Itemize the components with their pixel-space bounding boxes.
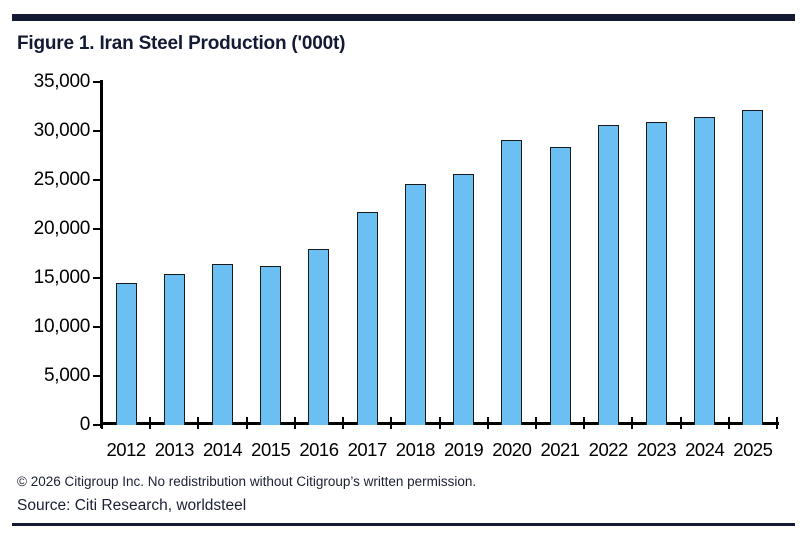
x-tick — [486, 417, 489, 429]
x-tick — [390, 417, 393, 429]
y-tick-label: 30,000 — [33, 120, 91, 141]
steel-production-bar-chart: 0 5,000 10,000 15,000 20,000 25,000 30,000 35,0… — [33, 71, 779, 460]
bar-2024 — [694, 117, 716, 425]
x-tick — [101, 417, 103, 429]
x-tick — [583, 417, 586, 429]
bar-2025 — [742, 110, 764, 425]
x-tick-label: 2023 — [636, 439, 677, 460]
x-tick-label: 2025 — [733, 439, 773, 460]
y-tick — [93, 325, 103, 329]
x-tick-label: 2019 — [444, 439, 484, 460]
x-tick — [438, 417, 441, 429]
bar-2021 — [549, 147, 571, 425]
x-tick-label: 2013 — [154, 439, 195, 460]
y-tick — [93, 227, 103, 231]
bar-2012 — [115, 283, 137, 425]
x-tick-label: 2022 — [588, 439, 629, 460]
x-tick — [776, 417, 778, 429]
x-tick — [245, 417, 248, 429]
x-tick-label: 2021 — [540, 439, 580, 460]
bottom-rule — [12, 523, 795, 526]
y-tick — [93, 374, 103, 378]
x-tick-label: 2014 — [202, 439, 243, 460]
x-tick — [197, 417, 200, 429]
y-tick-label: 35,000 — [33, 71, 91, 92]
x-tick-label: 2016 — [299, 439, 339, 460]
bar-2013 — [163, 273, 185, 425]
figure-title: Figure 1. Iran Steel Production ('000t) — [17, 33, 346, 54]
bar-2020 — [501, 140, 523, 425]
x-tick-label: 2012 — [106, 439, 147, 460]
bar-2017 — [356, 212, 378, 425]
bar-2019 — [453, 173, 475, 425]
bar-2015 — [260, 266, 282, 425]
source-note: Source: Citi Research, worldsteel — [17, 497, 247, 514]
y-tick — [93, 129, 103, 133]
y-axis-line — [100, 80, 103, 428]
x-tick — [679, 417, 682, 429]
y-tick-label: 25,000 — [33, 169, 91, 190]
y-tick-label: 10,000 — [33, 316, 91, 337]
bar-2014 — [212, 264, 234, 425]
x-tick — [149, 417, 152, 429]
y-tick-label: 15,000 — [33, 267, 91, 288]
x-tick — [342, 417, 345, 429]
x-tick — [293, 417, 296, 429]
bar-2018 — [404, 184, 426, 425]
x-tick — [534, 417, 537, 429]
y-tick-label: 0 — [79, 414, 91, 435]
x-tick-label: 2015 — [251, 439, 291, 460]
bar-2016 — [308, 248, 330, 425]
bar-2023 — [645, 122, 667, 425]
y-tick — [93, 276, 103, 280]
x-tick-label: 2020 — [492, 439, 532, 460]
y-tick — [93, 80, 103, 84]
bar-2022 — [597, 124, 619, 425]
top-rule — [12, 14, 795, 21]
x-tick — [727, 417, 730, 429]
x-tick-label: 2018 — [395, 439, 436, 460]
y-tick — [93, 178, 103, 182]
y-tick-label: 20,000 — [33, 218, 91, 239]
x-tick-label: 2024 — [685, 439, 725, 460]
x-tick-label: 2017 — [347, 439, 388, 460]
copyright-note: © 2026 Citigroup Inc. No redistribution … — [17, 474, 477, 489]
x-tick — [631, 417, 634, 429]
y-tick-label: 5,000 — [43, 365, 90, 386]
y-tick — [93, 423, 103, 427]
